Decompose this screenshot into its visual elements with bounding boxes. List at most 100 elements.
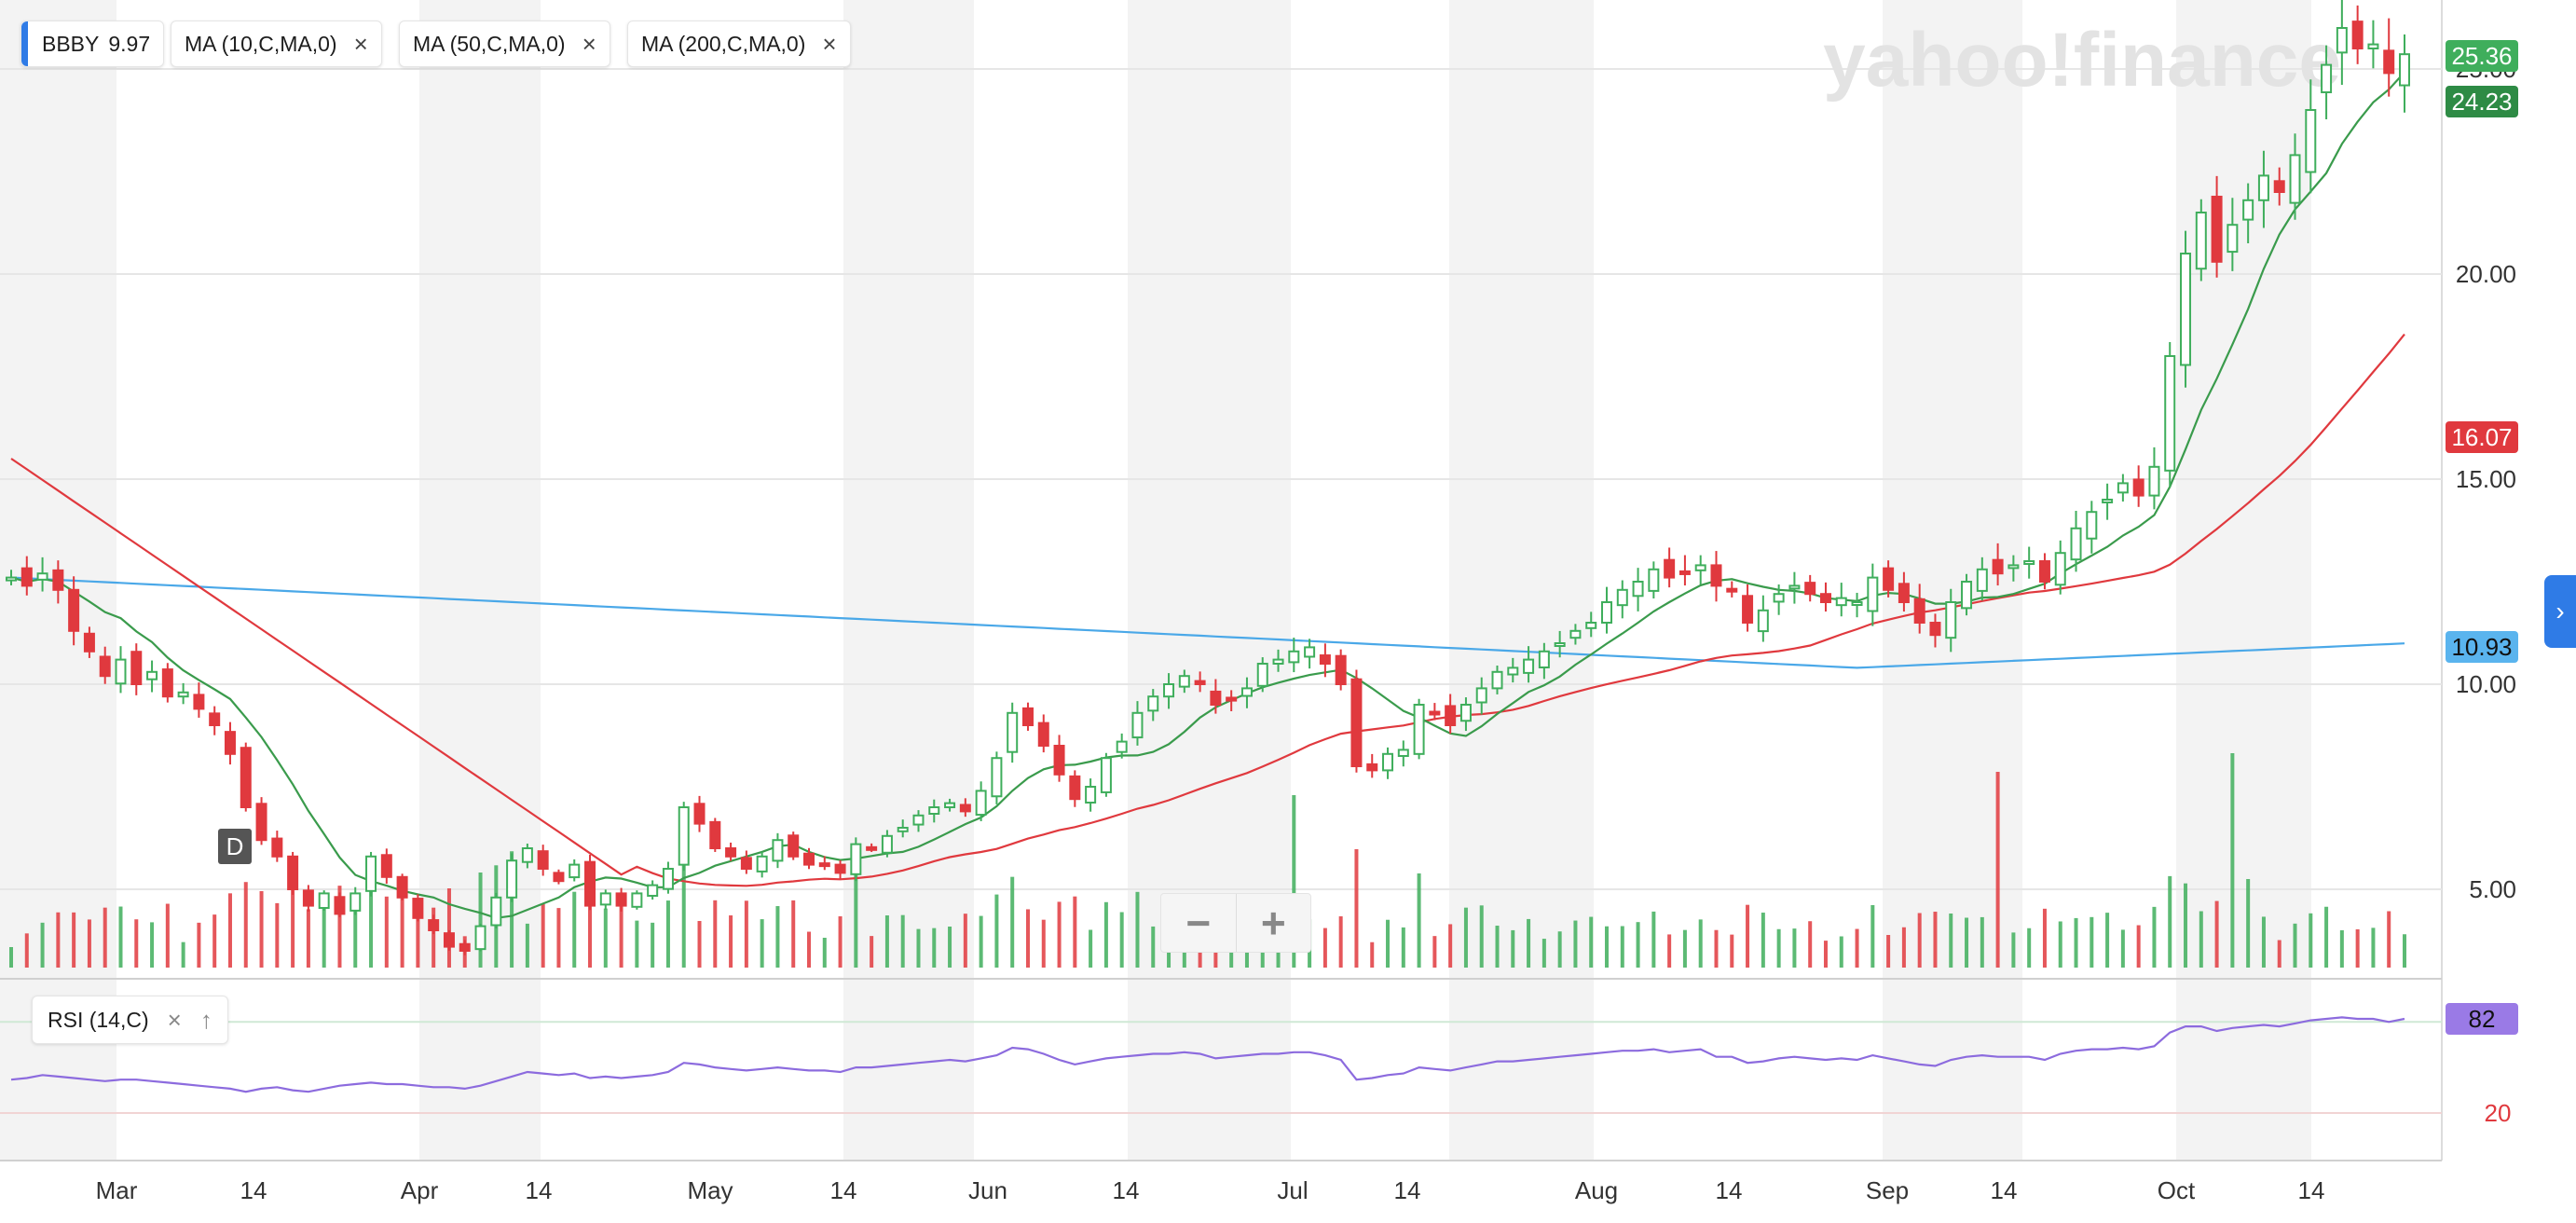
arrow-up-icon[interactable]: ↑: [199, 1005, 212, 1034]
ma10-badge-box: [2446, 86, 2518, 117]
time-tick-label: 14: [2298, 1176, 2325, 1204]
ma10-tag[interactable]: MA (10,C,MA,0) ×: [171, 21, 382, 67]
candle-body: [99, 655, 111, 678]
candle-body: [2164, 355, 2176, 472]
volume-bar: [1839, 936, 1843, 968]
volume-bar: [1041, 919, 1046, 968]
volume-bar: [1901, 927, 1906, 968]
grid-lines: [0, 68, 2442, 1114]
zoom-in-button[interactable]: +: [1235, 894, 1311, 952]
ma50-line: [10, 333, 2405, 887]
candle-body: [1288, 650, 1300, 664]
volume-bar: [291, 867, 295, 968]
volume-bar: [446, 888, 451, 968]
close-icon[interactable]: ×: [822, 29, 837, 58]
candle-body: [1366, 763, 1378, 772]
close-icon[interactable]: ×: [582, 29, 596, 58]
volume-bar: [2105, 913, 2110, 968]
candle-body: [1459, 704, 1472, 722]
candle-body: [2054, 552, 2066, 586]
candle-body: [2242, 199, 2254, 221]
ma50-badge-box: [2446, 421, 2518, 453]
last-close-badge: 25.36: [2451, 42, 2512, 70]
volume-bar: [2090, 916, 2094, 968]
ma200-tag[interactable]: MA (200,C,MA,0) ×: [627, 21, 851, 67]
ma50-tag[interactable]: MA (50,C,MA,0) ×: [399, 21, 610, 67]
volume-bar: [900, 914, 905, 968]
candle-body: [553, 872, 565, 883]
volume-bar: [1151, 926, 1156, 968]
volume-bar: [1605, 926, 1609, 968]
candle-body: [709, 820, 721, 850]
candle-body: [537, 850, 549, 871]
candle-body: [2336, 27, 2348, 54]
candle-body: [2399, 53, 2410, 87]
close-icon[interactable]: ×: [353, 29, 368, 58]
volume-bar: [1338, 916, 1343, 968]
candle-body: [1757, 609, 1769, 633]
volume-bar: [635, 920, 639, 968]
volume-bar: [681, 817, 686, 968]
time-tick-label: Mar: [96, 1176, 138, 1204]
zoom-out-button[interactable]: −: [1185, 899, 1212, 947]
volume-bar: [1432, 936, 1437, 968]
candle-body: [975, 790, 987, 817]
value-badges: 25.36 24.23 16.07 10.93 82: [2446, 40, 2518, 1035]
candle-body: [1272, 658, 1284, 665]
volume-bar: [1949, 914, 1953, 968]
volume-bar: [275, 902, 280, 968]
candle-body: [83, 632, 95, 653]
volume-bar: [1933, 912, 1938, 968]
candle-body: [1694, 564, 1706, 571]
volume-bar: [1119, 912, 1124, 968]
volume-bar: [259, 891, 264, 968]
volume-bar: [2355, 928, 2360, 968]
candle-body: [1523, 658, 1535, 674]
close-icon[interactable]: ×: [167, 1005, 182, 1034]
candle-body: [2148, 465, 2160, 497]
candle-body: [1585, 622, 1597, 629]
volume-bar: [2387, 911, 2391, 968]
volume-bar: [775, 906, 780, 968]
volume-bar: [2309, 913, 2313, 968]
volume-bar: [181, 941, 185, 968]
volume-bar: [697, 921, 702, 968]
volume-bar: [369, 865, 374, 968]
candle-body: [1382, 752, 1394, 772]
candle-body: [412, 898, 424, 919]
candle-body: [271, 837, 283, 858]
candle-body: [850, 843, 862, 875]
volume-bar: [1776, 928, 1781, 968]
candle-body: [631, 892, 643, 908]
volume-bar: [1089, 929, 1093, 968]
candle-body: [1100, 757, 1112, 793]
candle-body: [1976, 568, 1988, 592]
volume-bar: [1714, 929, 1719, 968]
candle-body: [912, 814, 925, 826]
volume-bar: [416, 901, 420, 968]
month-band: [843, 0, 974, 1161]
rsi-tag[interactable]: RSI (14,C) × ↑: [32, 996, 228, 1044]
rsi-tick-label: 20: [2485, 1099, 2512, 1127]
volume-bar: [1698, 919, 1703, 968]
candle-body: [1710, 564, 1722, 587]
candle-body: [1240, 687, 1253, 697]
ticker-tag[interactable]: BBBY 9.97: [21, 21, 165, 67]
volume-bar: [760, 919, 764, 968]
candle-body: [1194, 680, 1206, 685]
volume-bar: [1651, 911, 1656, 968]
volume-bar: [432, 907, 436, 968]
sidebar-toggle-button[interactable]: ›: [2544, 575, 2576, 648]
candle-body: [1554, 642, 1566, 647]
candle-body: [209, 712, 221, 727]
candle-body: [1961, 581, 1973, 610]
volume-bar: [212, 914, 217, 968]
volume-bar: [1511, 929, 1515, 968]
candle-body: [2117, 482, 2129, 494]
candle-body: [678, 806, 690, 866]
ticker-price: 9.97: [108, 31, 151, 56]
candle-body: [1679, 570, 1691, 575]
volume-bar: [744, 900, 748, 968]
ma10-badge: 24.23: [2451, 88, 2512, 116]
